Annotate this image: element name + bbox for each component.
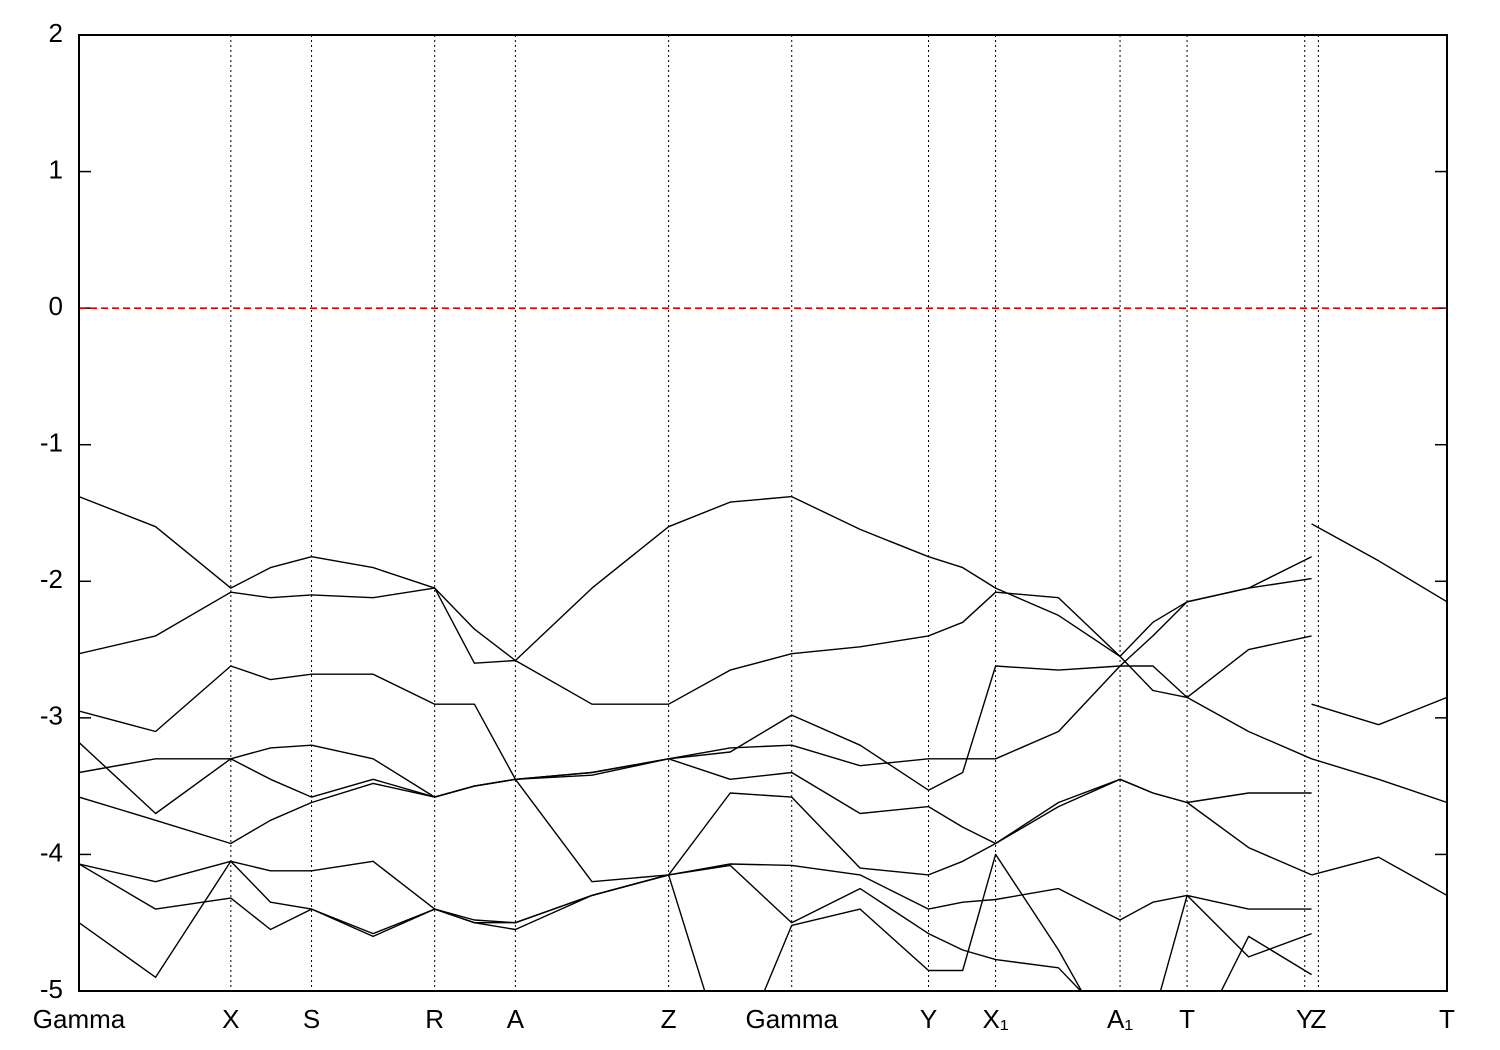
band-line xyxy=(79,741,1312,845)
x-tick-label: Y xyxy=(1296,1004,1313,1034)
band-line xyxy=(79,853,1312,991)
y-tick-label: -3 xyxy=(40,701,63,731)
x-tick-label: T xyxy=(1179,1004,1195,1034)
x-tick-label: T xyxy=(1439,1004,1455,1034)
x-tick-label: Gamma xyxy=(745,1004,838,1034)
y-tick-label: -5 xyxy=(40,974,63,1004)
x-tick-label: X xyxy=(222,1004,239,1034)
y-tick-label: 1 xyxy=(49,154,63,184)
plot-frame xyxy=(78,34,1448,992)
band-line xyxy=(79,665,1447,804)
x-tick-label: X₁ xyxy=(982,1004,1008,1034)
y-tick-label: -2 xyxy=(40,564,63,594)
band-line xyxy=(79,860,1312,924)
bands xyxy=(79,495,1447,991)
x-tick-label: Gamma xyxy=(33,1004,126,1034)
y-tick-label: 2 xyxy=(49,18,63,48)
band-line xyxy=(79,587,1447,726)
x-tick-label: A₁ xyxy=(1107,1004,1133,1034)
y-tick-label: -1 xyxy=(40,428,63,458)
y-tick-label: 0 xyxy=(49,291,63,321)
x-tick-label: S xyxy=(303,1004,320,1034)
x-tick-label: A xyxy=(507,1004,525,1034)
band-line xyxy=(79,495,1447,662)
band-line xyxy=(79,577,1447,897)
x-tick-label: Y xyxy=(920,1004,937,1034)
x-tick-label: Z xyxy=(1310,1004,1326,1034)
y-tick-label: -4 xyxy=(40,837,63,867)
x-tick-label: Z xyxy=(661,1004,677,1034)
band-line xyxy=(79,778,1312,883)
x-tick-label: R xyxy=(425,1004,444,1034)
band-line xyxy=(79,860,1312,991)
